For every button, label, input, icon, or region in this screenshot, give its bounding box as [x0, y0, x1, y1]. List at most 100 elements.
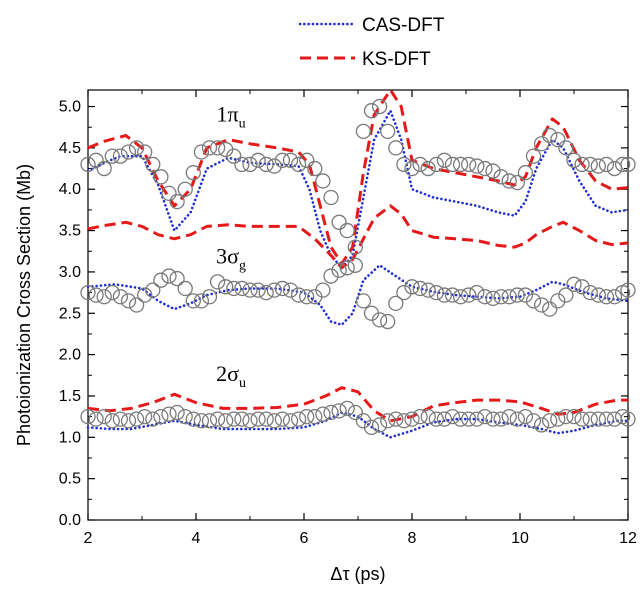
y-tick-label: 3.5	[59, 223, 81, 240]
state-label-base: 3σ	[216, 244, 239, 269]
experimental-point	[104, 413, 120, 429]
state-label-base: 2σ	[216, 361, 239, 386]
experimental-point	[347, 404, 363, 421]
experimental-point	[315, 282, 331, 298]
experimental-point	[412, 408, 428, 425]
experimental-point	[185, 411, 201, 427]
experimental-point	[485, 290, 501, 307]
experimental-point	[323, 189, 339, 206]
experimental-point	[533, 417, 550, 433]
experimental-point	[533, 297, 550, 313]
experimental-point	[315, 406, 331, 422]
experimental-point	[145, 282, 161, 298]
experimental-point	[363, 419, 380, 436]
y-tick-label: 1.0	[59, 429, 81, 446]
experimental-point	[452, 411, 469, 427]
experimental-point	[128, 411, 145, 427]
experimental-point	[517, 287, 534, 303]
experimental-point	[436, 152, 453, 168]
experimental-point	[339, 400, 355, 417]
experimental-point	[509, 287, 525, 303]
experimental-point	[396, 413, 412, 429]
experimental-point	[347, 257, 363, 273]
experimental-point	[274, 152, 291, 168]
y-tick-label: 4.0	[59, 181, 81, 198]
experimental-point	[266, 282, 282, 298]
experimental-point	[380, 123, 396, 139]
experimental-point	[371, 417, 388, 433]
experimental-point	[323, 268, 339, 284]
y-tick-label: 3.0	[59, 264, 81, 281]
experimental-point	[388, 295, 404, 311]
experimental-point	[193, 413, 210, 429]
experimental-point	[461, 411, 477, 427]
experimental-point	[88, 287, 104, 303]
experimental-point	[290, 411, 307, 427]
x-axis-title: Δτ (ps)	[330, 564, 385, 584]
experimental-point	[620, 282, 636, 298]
experimental-point	[201, 289, 218, 305]
ks-dft-curve	[87, 88, 629, 266]
experimental-point	[218, 279, 234, 295]
axes-layer	[87, 89, 629, 521]
experimental-point	[371, 98, 388, 115]
experimental-point	[112, 148, 129, 164]
experimental-point	[590, 158, 606, 174]
experimental-point	[112, 411, 129, 427]
experimental-point	[558, 408, 574, 425]
experimental-point	[444, 408, 461, 425]
y-tick-label: 2.0	[59, 347, 81, 364]
experimental-point	[582, 156, 598, 173]
experimental-point	[420, 282, 436, 298]
experimental-point	[517, 408, 534, 425]
experimental-point	[80, 284, 96, 301]
experimental-point	[234, 156, 250, 173]
experimental-point	[380, 313, 396, 330]
experimental-point	[566, 152, 582, 168]
experimental-point	[185, 165, 201, 181]
experimental-point	[153, 408, 169, 425]
legend-label-cas-dft: CAS-DFT	[362, 15, 445, 36]
experimental-point	[590, 411, 606, 427]
experimental-point	[574, 156, 590, 173]
experimental-point	[396, 284, 412, 301]
experimental-point	[226, 148, 242, 164]
experimental-point	[145, 411, 161, 427]
y-tick-label: 0.5	[59, 471, 81, 488]
experimental-point	[542, 301, 558, 317]
experimental-point	[550, 293, 566, 309]
state-label: 2σu	[216, 361, 246, 391]
experimental-point	[299, 408, 315, 425]
experimental-point	[169, 193, 185, 210]
experimental-point	[266, 158, 282, 174]
experimental-point	[582, 284, 598, 301]
experimental-point	[137, 287, 153, 303]
experimental-point	[96, 160, 112, 177]
experimental-point	[161, 185, 177, 202]
state-label-base: 1π	[217, 101, 239, 126]
y-tick-label: 2.5	[59, 305, 81, 322]
experimental-point	[120, 293, 137, 309]
experimental-point	[274, 280, 291, 297]
experimental-point	[428, 156, 444, 173]
experimental-point	[120, 413, 137, 429]
experimental-point	[452, 156, 469, 173]
experimental-point	[363, 103, 380, 119]
experimental-point	[96, 408, 112, 425]
experimental-point	[201, 413, 218, 429]
experimental-point	[355, 293, 372, 309]
experimental-point	[371, 312, 388, 328]
x-tick-label: 6	[300, 530, 309, 547]
experimental-point	[145, 156, 161, 173]
experimental-point	[590, 287, 606, 303]
experimental-point	[307, 408, 323, 425]
experimental-point	[169, 404, 185, 421]
experimental-point	[331, 214, 347, 230]
experimental-point	[461, 287, 477, 303]
experimental-point	[315, 173, 331, 189]
y-tick-label: 5.0	[59, 99, 81, 116]
experimental-point	[598, 156, 615, 173]
experimental-point	[104, 284, 120, 301]
experimental-point	[501, 173, 517, 189]
experimental-point	[550, 411, 566, 427]
